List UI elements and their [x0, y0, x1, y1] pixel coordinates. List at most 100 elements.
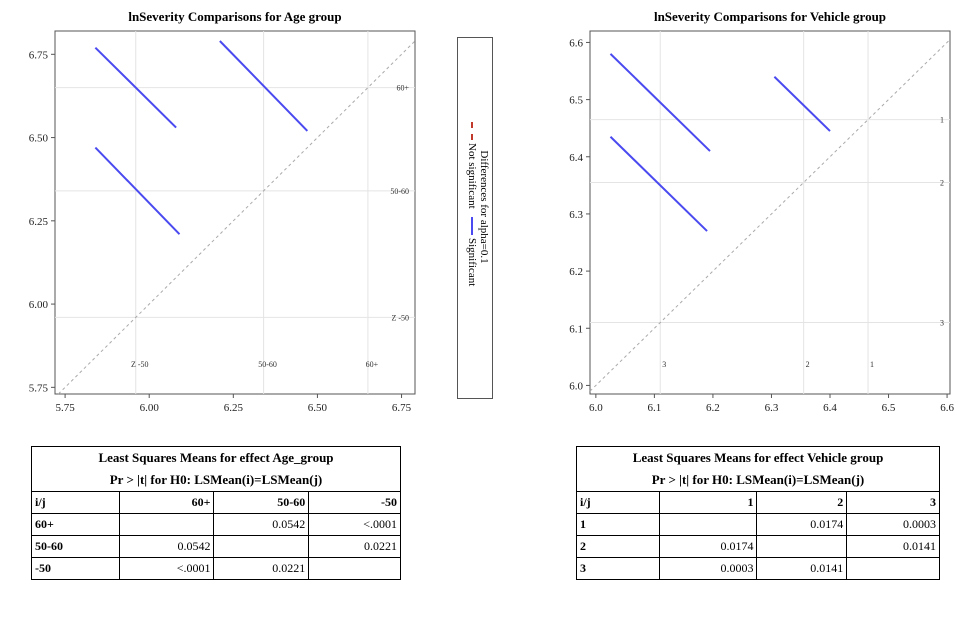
table-cell [308, 557, 401, 580]
vehicle-comparison-segment [609, 53, 711, 152]
age-x-tick-label: 6.25 [224, 402, 244, 414]
age-chart-title: lnSeverity Comparisons for Age group [128, 9, 342, 24]
age-comparison-segment [219, 40, 309, 132]
table-cell: 0.0141 [846, 535, 940, 558]
table-cell [756, 535, 848, 558]
table-cell: 0.0141 [756, 557, 848, 580]
age-x-tick-label: 6.75 [392, 402, 412, 414]
table-cell: <.0001 [308, 513, 401, 536]
legend-item-significant: Significant [466, 217, 478, 286]
header-cell: 2 [756, 491, 848, 514]
age-comparison-segment [94, 46, 177, 129]
vehicle-level-label-right: 3 [940, 319, 944, 328]
age-x-tick-label: 5.75 [55, 402, 75, 414]
age-y-tick-label: 6.75 [29, 49, 49, 61]
vehicle-y-tick-label: 6.3 [569, 209, 583, 221]
age-plot-frame [54, 30, 416, 395]
age-level-label-bottom: 50-60 [258, 360, 277, 369]
vehicle-x-tick-label: 6.4 [823, 402, 837, 414]
table-cell: 0.0003 [658, 557, 758, 580]
vehicle-table-subtitle: Pr > |t| for H0: LSMean(i)=LSMean(j) [576, 469, 940, 492]
age-y-tick-label: 5.75 [29, 382, 49, 394]
vehicle-y-tick-label: 6.2 [569, 266, 583, 278]
header-cell: -50 [308, 491, 401, 514]
vehicle-x-tick-label: 6.1 [648, 402, 662, 414]
legend-label-significant: Significant [466, 238, 478, 287]
vehicle-x-tick-label: 6.0 [589, 402, 603, 414]
header-cell: 3 [846, 491, 940, 514]
dashed-line-swatch [471, 122, 473, 140]
vehicle-level-label-right: 2 [940, 178, 944, 187]
table-cell: <.0001 [118, 557, 215, 580]
row-header: 3 [576, 557, 660, 580]
vehicle-y-tick-label: 6.1 [569, 323, 583, 335]
vehicle-x-tick-label: 6.3 [765, 402, 779, 414]
header-cell: 50-60 [213, 491, 310, 514]
row-header: 1 [576, 513, 660, 536]
legend: Differences for alpha=0.1 Not significan… [457, 37, 493, 399]
row-header: 50-60 [31, 535, 120, 558]
legend-title: Differences for alpha=0.1 [478, 150, 490, 264]
vehicle-chart-title: lnSeverity Comparisons for Vehicle group [653, 9, 887, 24]
table-header-row: i/j 60+ 50-60 -50 [31, 491, 401, 514]
vehicle-y-tick-label: 6.6 [569, 37, 583, 49]
row-header: 2 [576, 535, 660, 558]
age-level-label-right: 50-60 [390, 187, 409, 196]
age-x-tick-label: 6.50 [308, 402, 328, 414]
legend-item-not-significant: Not significant [466, 122, 478, 209]
vehicle-lsmeans-table: Least Squares Means for effect Vehicle g… [576, 446, 940, 580]
header-cell: i/j [31, 491, 120, 514]
legend-content: Differences for alpha=0.1 Not significan… [466, 82, 490, 332]
vehicle-comparison-segment [773, 76, 831, 132]
vehicle-y-tick-label: 6.5 [569, 95, 583, 107]
age-table-title: Least Squares Means for effect Age_group [31, 446, 401, 469]
table-header-row: i/j 1 2 3 [576, 491, 940, 514]
vehicle-level-label-right: 1 [940, 116, 944, 125]
row-header: 60+ [31, 513, 120, 536]
table-cell: 0.0174 [658, 535, 758, 558]
table-cell: 0.0174 [756, 513, 848, 536]
age-y-tick-label: 6.50 [29, 133, 49, 145]
table-cell: 0.0003 [846, 513, 940, 536]
table-row: 1 0.0174 0.0003 [576, 513, 940, 536]
table-row: 2 0.0174 0.0141 [576, 535, 940, 558]
table-cell: 0.0542 [213, 513, 310, 536]
age-y-tick-label: 6.25 [29, 216, 49, 228]
header-cell: 1 [658, 491, 758, 514]
vehicle-level-label-bottom: 2 [806, 360, 810, 369]
age-y-tick-label: 6.00 [29, 299, 49, 311]
solid-line-swatch [471, 217, 473, 235]
vehicle-table-title: Least Squares Means for effect Vehicle g… [576, 446, 940, 469]
table-row: 60+ 0.0542 <.0001 [31, 513, 401, 536]
row-header: -50 [31, 557, 120, 580]
vehicle-x-tick-label: 6.5 [882, 402, 896, 414]
table-cell [846, 557, 940, 580]
table-row: -50 <.0001 0.0221 [31, 557, 401, 580]
header-cell: 60+ [118, 491, 215, 514]
table-cell [658, 513, 758, 536]
age-lsmeans-table: Least Squares Means for effect Age_group… [31, 446, 401, 580]
legend-label-not-significant: Not significant [466, 143, 478, 209]
table-cell [213, 535, 310, 558]
vehicle-x-tick-label: 6.2 [706, 402, 720, 414]
age-x-tick-label: 6.00 [140, 402, 160, 414]
vehicle-x-tick-label: 6.6 [940, 402, 954, 414]
table-row: 50-60 0.0542 0.0221 [31, 535, 401, 558]
header-cell: i/j [576, 491, 660, 514]
table-row: 3 0.0003 0.0141 [576, 557, 940, 580]
vehicle-y-tick-label: 6.0 [569, 380, 583, 392]
vehicle-level-label-bottom: 1 [870, 360, 874, 369]
age-level-label-right: 60+ [396, 84, 409, 93]
table-cell: 0.0542 [118, 535, 215, 558]
table-cell: 0.0221 [308, 535, 401, 558]
vehicle-comparison-segment [609, 136, 708, 232]
table-cell: 0.0221 [213, 557, 310, 580]
age-level-label-bottom: 60+ [366, 360, 379, 369]
age-comparison-segment [94, 146, 181, 235]
table-cell [118, 513, 215, 536]
age-level-label-bottom: Z -50 [131, 360, 149, 369]
age-table-subtitle: Pr > |t| for H0: LSMean(i)=LSMean(j) [31, 469, 401, 492]
age-level-label-right: Z -50 [391, 313, 409, 322]
vehicle-y-tick-label: 6.4 [569, 152, 583, 164]
